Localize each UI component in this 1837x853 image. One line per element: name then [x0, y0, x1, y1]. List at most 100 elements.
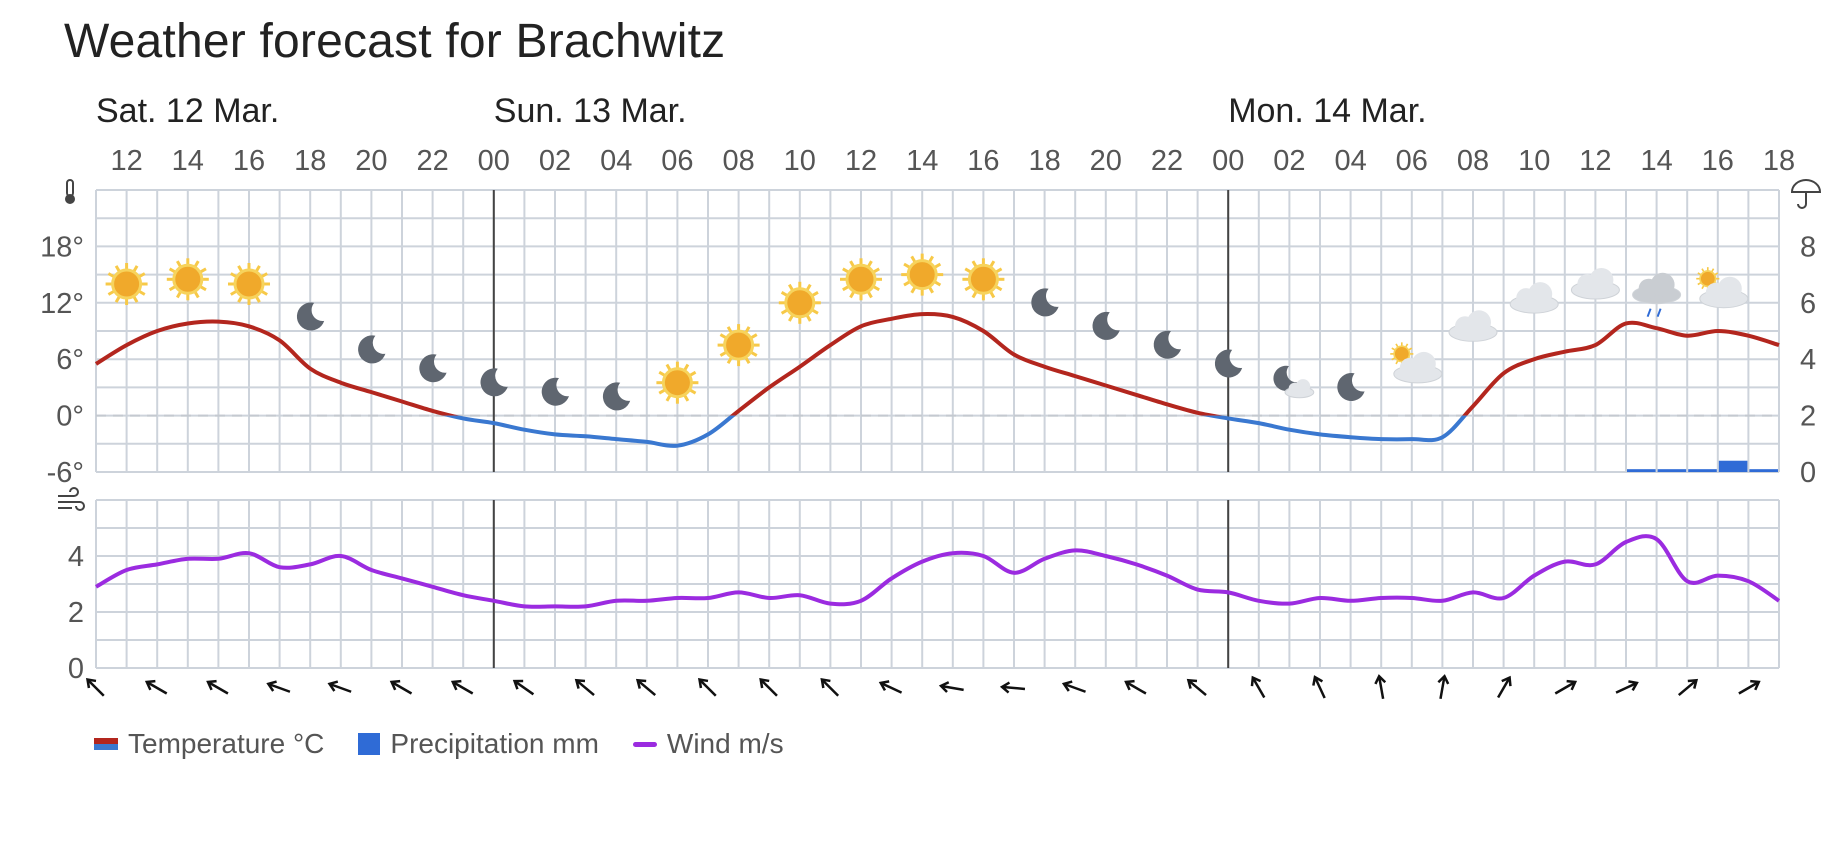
wind-arrow-icon [1437, 674, 1450, 700]
moon-icon [419, 354, 447, 383]
wind-arrow-icon [1250, 675, 1266, 699]
wind-arrow-icon [389, 679, 413, 695]
precipitation-bar [1749, 469, 1778, 472]
sun-icon [901, 253, 944, 296]
chart-title: Weather forecast for Brachwitz [64, 15, 726, 68]
wind-arrow-icon [759, 677, 778, 697]
wind-arrow-icon [85, 677, 105, 697]
wind-arrow-icon [878, 680, 903, 694]
moon-icon [602, 382, 631, 411]
precipitation-bar [1657, 469, 1687, 472]
x-tick-label: 00 [478, 145, 510, 177]
legend-item-precipitation[interactable]: Precipitation mm [358, 728, 599, 760]
moon-icon [358, 335, 386, 364]
wind-arrow-icon [1738, 679, 1761, 695]
wind-arrow-icon [1312, 675, 1326, 699]
y-tick-label-temp: 18° [40, 231, 84, 263]
temperature-line-warm [94, 311, 1780, 416]
x-tick-label: 10 [1518, 145, 1550, 177]
precipitation-bar [1718, 460, 1748, 472]
day-label: Sun. 13 Mar. [494, 92, 687, 130]
x-tick-label: 16 [233, 145, 265, 177]
y-tick-label-wind: 4 [68, 541, 84, 573]
sun-icon [962, 258, 1005, 301]
y-tick-label-precip: 0 [1800, 457, 1816, 489]
wind-arrow-icon [144, 679, 168, 695]
legend-label-precipitation: Precipitation mm [390, 728, 599, 759]
wind-arrow-icon [1615, 680, 1639, 694]
cloud-icon [1570, 268, 1620, 300]
x-tick-label: 02 [1273, 145, 1305, 177]
x-tick-label: 16 [967, 145, 999, 177]
legend-item-wind[interactable]: Wind m/s [632, 728, 784, 760]
x-tick-label: 00 [1212, 145, 1244, 177]
precipitation-swatch [358, 733, 381, 755]
wind-arrow-icon [206, 679, 229, 695]
x-tick-label: 16 [1702, 145, 1734, 177]
temperature-swatch [94, 738, 118, 750]
sun-icon [166, 258, 209, 301]
wind-arrow-icon [1124, 679, 1147, 695]
moon-icon [1214, 349, 1243, 378]
wind-arrow-icon [574, 678, 595, 697]
x-tick-label: 20 [1090, 145, 1122, 177]
wind-arrow-icon [1497, 675, 1512, 699]
y-tick-label-temp: 6° [56, 344, 84, 376]
day-label: Mon. 14 Mar. [1228, 92, 1426, 130]
wind-arrow-icon [938, 681, 964, 693]
sun-icon [228, 263, 270, 305]
legend-item-temperature[interactable]: Temperature °C [94, 728, 324, 760]
x-tick-label: 02 [539, 145, 571, 177]
x-tick-label: 14 [172, 145, 204, 177]
cloud-icon [1448, 310, 1498, 342]
x-tick-label: 12 [845, 145, 877, 177]
moon-cloud-icon [1273, 365, 1315, 399]
sun-icon [105, 263, 148, 305]
moon-icon [1031, 288, 1059, 317]
sun-icon [656, 361, 699, 404]
wind-line [95, 534, 1781, 609]
x-tick-label: 04 [1334, 145, 1366, 177]
x-tick-label: 20 [355, 145, 387, 177]
wind-arrow-icon [697, 677, 717, 697]
moon-icon [1337, 373, 1365, 402]
x-tick-label: 08 [1457, 145, 1489, 177]
x-tick-label: 08 [722, 145, 754, 177]
day-label: Sat. 12 Mar. [96, 92, 279, 130]
sun-icon [778, 281, 821, 324]
legend-label-wind: Wind m/s [666, 728, 784, 759]
wind-arrow-icon [1677, 678, 1699, 697]
y-tick-label-precip: 6 [1800, 288, 1816, 320]
y-tick-label-temp: 12° [40, 288, 84, 320]
x-tick-label: 14 [1640, 145, 1672, 177]
moon-icon [480, 368, 508, 397]
moon-icon [541, 377, 569, 406]
x-tick-label: 06 [1396, 145, 1428, 177]
wind-arrow-icon [1186, 678, 1207, 697]
legend-label-temperature: Temperature °C [128, 728, 325, 759]
moon-icon [296, 302, 325, 331]
wind-arrow-icon [450, 679, 474, 695]
y-tick-label-precip: 8 [1800, 231, 1816, 263]
cloud-icon [1509, 282, 1559, 314]
x-tick-label: 18 [294, 145, 326, 177]
x-tick-label: 18 [1028, 145, 1060, 177]
x-tick-label: 06 [661, 145, 693, 177]
sun-icon [840, 258, 882, 301]
wind-arrow-icon [1061, 680, 1086, 693]
x-tick-label: 14 [906, 145, 938, 177]
moon-icon [1153, 330, 1181, 359]
sun-cloud-icon [1390, 342, 1443, 384]
wind-arrow-icon [327, 680, 352, 693]
thermometer-icon [65, 179, 75, 204]
y-tick-label-temp: -6° [47, 457, 84, 489]
x-tick-label: 22 [416, 145, 448, 177]
y-tick-label-precip: 2 [1800, 401, 1816, 433]
wind-arrow-icon [1554, 679, 1578, 695]
wind-arrow-icon [999, 681, 1026, 694]
wind-icon [58, 487, 85, 511]
wind-arrow-icon [820, 677, 840, 697]
x-tick-label: 18 [1763, 145, 1795, 177]
wind-arrow-icon [635, 678, 657, 697]
